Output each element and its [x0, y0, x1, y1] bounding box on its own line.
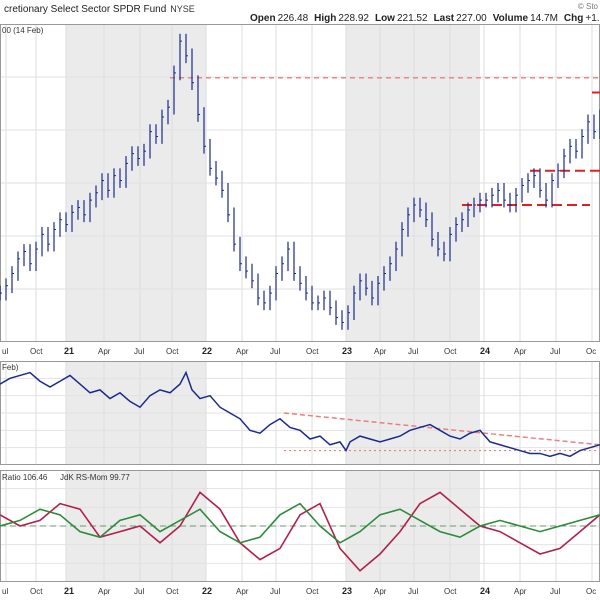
quote-label-open: Open [250, 13, 276, 24]
x-axis-label-1-6: 22 [202, 586, 212, 596]
rrg-label-ratio: Ratio 106.46 [2, 473, 48, 482]
x-axis-label-1-13: Oct [444, 587, 457, 596]
quote-value-last: 227.00 [456, 13, 487, 24]
rs-panel-label: Feb) [2, 363, 19, 372]
x-axis-label-1-4: Jul [134, 587, 144, 596]
rrg-series-1 [0, 502, 600, 544]
x-axis-label-0-12: Jul [408, 347, 418, 356]
exchange-label: NYSE [170, 4, 195, 14]
x-axis-label-1-2: 21 [64, 586, 74, 596]
x-axis-label-0-13: Oct [444, 347, 457, 356]
x-axis-label-0-2: 21 [64, 346, 74, 356]
rs-line [0, 370, 600, 458]
quote-label-volume: Volume [492, 13, 529, 24]
x-axis-label-0-10: 23 [342, 346, 352, 356]
x-axis-label-0-6: 22 [202, 346, 212, 356]
x-axis-label-1-0: ul [2, 587, 8, 596]
x-axis-label-0-15: Apr [514, 347, 527, 356]
x-axis-label-1-14: 24 [480, 586, 490, 596]
x-axis-label-1-5: Oct [166, 587, 179, 596]
quote-value-high: 228.92 [338, 13, 369, 24]
x-axis-label-0-8: Jul [270, 347, 280, 356]
x-axis-label-1-11: Apr [374, 587, 387, 596]
quote-bar: Open 226.48 High 228.92 Low 221.52 Last 227.00 V… [250, 13, 600, 24]
chart-canvas[interactable]: 00 (14 Feb) Feb) Ratio 106.46 JdK RS-Mom 99… [0, 24, 600, 600]
x-axis-label-0-3: Apr [98, 347, 111, 356]
x-axis-label-1-12: Jul [408, 587, 418, 596]
x-axis-label-0-4: Jul [134, 347, 144, 356]
price-panel-label: 00 (14 Feb) [2, 26, 44, 35]
x-axis-label-1-1: Oct [30, 587, 43, 596]
x-axis-label-1-3: Apr [98, 587, 111, 596]
x-axis-label-0-14: 24 [480, 346, 490, 356]
rrg-label-mom: JdK RS-Mom 99.77 [60, 473, 130, 482]
chart-header: cretionary Select Sector SPDR Fund NYSE ©… [0, 0, 600, 25]
quote-label-chg: Chg [563, 13, 584, 24]
x-axis-label-0-16: Jul [550, 347, 560, 356]
quote-label-last: Last [433, 13, 455, 24]
copyright: © Sto [577, 2, 598, 11]
x-axis-label-1-7: Apr [236, 587, 249, 596]
x-axis-label-0-0: ul [2, 347, 8, 356]
quote-label-high: High [314, 13, 337, 24]
symbol-title: cretionary Select Sector SPDR Fund NYSE [4, 4, 195, 15]
x-axis-label-0-17: Oc [586, 347, 596, 356]
quote-value-open: 226.48 [277, 13, 309, 24]
x-axis-label-1-17: Oc [586, 587, 596, 596]
x-axis-band-1 [0, 582, 600, 600]
x-axis-label-0-1: Oct [30, 347, 43, 356]
quote-value-chg: +1. [585, 13, 600, 24]
x-axis-label-0-9: Oct [306, 347, 319, 356]
quote-value-volume: 14.7M [530, 13, 558, 24]
x-axis-label-1-10: 23 [342, 586, 352, 596]
rs-trendline [283, 412, 600, 446]
x-axis-label-0-7: Apr [236, 347, 249, 356]
quote-value-low: 221.52 [396, 13, 428, 24]
x-axis-label-0-11: Apr [374, 347, 387, 356]
x-axis-label-0-5: Oct [166, 347, 179, 356]
x-axis-band-0 [0, 342, 600, 361]
x-axis-label-1-8: Jul [270, 587, 280, 596]
quote-label-low: Low [374, 13, 395, 24]
x-axis-label-1-16: Jul [550, 587, 560, 596]
x-axis-label-1-9: Oct [306, 587, 319, 596]
x-axis-label-1-15: Apr [514, 587, 527, 596]
fund-name: cretionary Select Sector SPDR Fund [4, 4, 167, 15]
